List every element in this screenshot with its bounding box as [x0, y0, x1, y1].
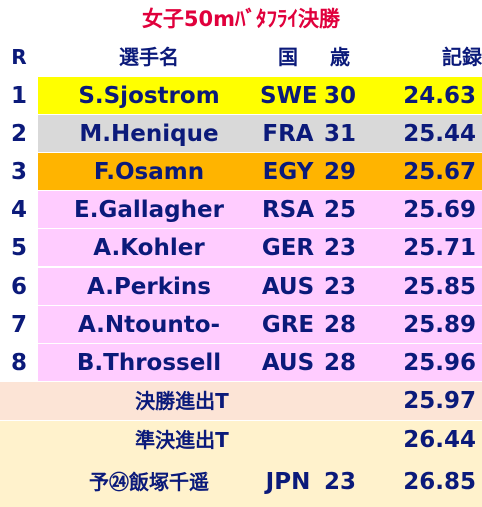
row-highlight — [38, 229, 482, 267]
table-row: 7 A.Ntounto- GRE 28 25.89 — [0, 306, 482, 344]
header-rank: R — [11, 45, 27, 69]
rank-cell: 5 — [10, 235, 27, 261]
name-cell: B.Throssell — [76, 350, 222, 376]
rank-cell: 3 — [10, 159, 27, 185]
final-threshold-time: 25.97 — [403, 388, 476, 414]
semi-threshold-row: 準決進出T 26.44 — [0, 421, 482, 463]
header-record: 記録 — [442, 45, 482, 69]
name-cell: A.Ntounto- — [77, 312, 221, 338]
row-highlight — [38, 191, 482, 229]
time-cell: 25.71 — [403, 235, 476, 261]
japan-country: JPN — [265, 469, 311, 495]
page-title: 女子50mﾊﾞﾀﾌﾗｲ決勝 — [141, 7, 341, 31]
name-cell: M.Henique — [79, 121, 219, 147]
name-cell: E.Gallagher — [74, 197, 224, 223]
age-cell: 30 — [323, 83, 356, 109]
country-cell: GER — [261, 235, 315, 261]
name-cell: S.Sjostrom — [78, 83, 220, 109]
age-cell: 28 — [323, 312, 356, 338]
name-cell: A.Kohler — [93, 235, 205, 261]
table-row: 5 A.Kohler GER 23 25.71 — [0, 229, 482, 267]
name-cell: F.Osamn — [93, 159, 205, 185]
japan-time: 26.85 — [403, 469, 476, 495]
time-cell: 25.96 — [403, 350, 476, 376]
rank-cell: 4 — [10, 197, 27, 223]
rank-cell: 6 — [10, 274, 27, 300]
age-cell: 31 — [323, 121, 356, 147]
time-cell: 25.85 — [403, 274, 476, 300]
japan-swimmer: 予㉔飯塚千遥 — [89, 470, 209, 494]
table-row: 6 A.Perkins AUS 23 25.85 — [0, 268, 482, 306]
country-cell: AUS — [261, 350, 315, 376]
country-cell: FRA — [262, 121, 314, 147]
age-cell: 25 — [323, 197, 356, 223]
time-cell: 25.89 — [403, 312, 476, 338]
row-highlight — [38, 306, 482, 344]
row-highlight — [38, 268, 482, 306]
country-cell: AUS — [261, 274, 315, 300]
age-cell: 23 — [323, 274, 356, 300]
name-cell: A.Perkins — [86, 274, 211, 300]
time-cell: 24.63 — [403, 83, 476, 109]
table-row: 2 M.Henique FRA 31 25.44 — [0, 115, 482, 153]
japan-age: 23 — [323, 469, 356, 495]
age-cell: 29 — [323, 159, 356, 185]
row-highlight — [38, 77, 482, 115]
country-cell: EGY — [262, 159, 314, 185]
rank-cell: 2 — [10, 121, 27, 147]
header-name: 選手名 — [119, 45, 179, 69]
row-highlight — [38, 344, 482, 382]
time-cell: 25.67 — [403, 159, 476, 185]
header-age: 歳 — [330, 45, 350, 69]
row-highlight — [38, 115, 482, 153]
country-cell: SWE — [260, 83, 318, 109]
final-threshold-row: 決勝進出T 25.97 — [0, 382, 482, 420]
country-cell: GRE — [261, 312, 315, 338]
age-cell: 23 — [323, 235, 356, 261]
final-threshold-label: 決勝進出T — [135, 389, 229, 413]
table-row: 1 S.Sjostrom SWE 30 24.63 — [0, 77, 482, 115]
rank-cell: 7 — [10, 312, 27, 338]
table-row: 3 F.Osamn EGY 29 25.67 — [0, 153, 482, 191]
rank-cell: 8 — [10, 350, 27, 376]
time-cell: 25.69 — [403, 197, 476, 223]
japan-row: 予㉔飯塚千遥 JPN 23 26.85 — [0, 463, 482, 507]
semi-threshold-time: 26.44 — [403, 427, 476, 453]
time-cell: 25.44 — [403, 121, 476, 147]
age-cell: 28 — [323, 350, 356, 376]
table-row: 8 B.Throssell AUS 28 25.96 — [0, 344, 482, 382]
table-row: 4 E.Gallagher RSA 25 25.69 — [0, 191, 482, 229]
semi-threshold-label: 準決進出T — [135, 428, 229, 452]
table-header: R 選手名 国 歳 記録 — [0, 38, 482, 76]
country-cell: RSA — [261, 197, 315, 223]
rank-cell: 1 — [10, 83, 27, 109]
row-highlight — [38, 153, 482, 191]
header-country: 国 — [278, 45, 298, 69]
